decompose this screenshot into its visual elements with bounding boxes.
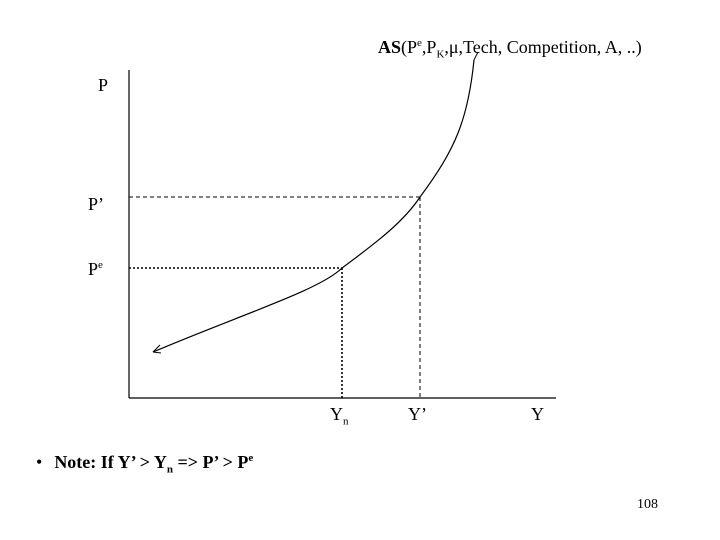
y-axis-label: P [98,75,109,95]
note-sub-n: n [166,463,173,476]
yn-label-sub: n [343,415,349,428]
as-curve-label: AS(Pe,PK,μ,Tech, Competition, A, ..) [378,37,642,60]
note-text-2: => P’ > P [173,452,249,472]
yn-label: Yn [330,404,349,427]
as-label-prefix: AS [378,37,402,57]
as-curve-tail [152,344,162,354]
as-label-sub-k: K [436,48,445,61]
as-label-sup-e: e [417,37,422,49]
as-label-leader [473,51,479,61]
as-curve [152,59,475,353]
as-label-args-2: ,P [421,37,437,57]
y-prime-label: Y’ [408,404,427,424]
p-prime-label: P’ [88,194,105,214]
as-label-args-3: ,μ,Tech, Competition, A, ..) [444,37,642,57]
note-text-1: Note: If Y’ > Y [54,452,167,472]
note-bullet-item: • Note: If Y’ > Yn => P’ > Pe [36,452,254,476]
pe-label: Pe [88,259,103,279]
note-sup-e: e [248,452,254,464]
yn-label-base: Y [330,404,343,424]
as-label-args-1: (P [401,37,418,57]
bullet-icon: • [36,452,43,472]
pe-label-base: P [88,259,99,279]
x-axis-label: Y [531,404,544,424]
pe-label-sup: e [98,259,103,271]
page-number: 108 [637,497,658,512]
